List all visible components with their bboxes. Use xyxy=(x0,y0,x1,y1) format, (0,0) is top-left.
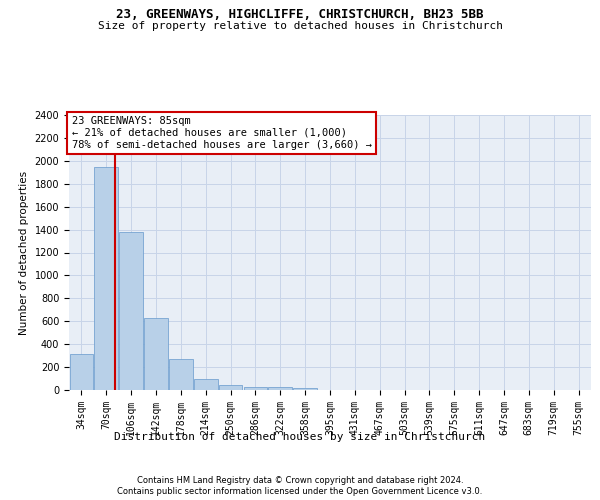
Bar xyxy=(70,354,93,390)
Text: Distribution of detached houses by size in Christchurch: Distribution of detached houses by size … xyxy=(115,432,485,442)
Bar xyxy=(268,387,292,390)
Y-axis label: Number of detached properties: Number of detached properties xyxy=(19,170,29,334)
Text: 23 GREENWAYS: 85sqm
← 21% of detached houses are smaller (1,000)
78% of semi-det: 23 GREENWAYS: 85sqm ← 21% of detached ho… xyxy=(71,116,371,150)
Bar xyxy=(169,359,193,390)
Text: Size of property relative to detached houses in Christchurch: Size of property relative to detached ho… xyxy=(97,21,503,31)
Bar xyxy=(293,388,317,390)
Text: Contains public sector information licensed under the Open Government Licence v3: Contains public sector information licen… xyxy=(118,488,482,496)
Bar xyxy=(119,232,143,390)
Bar xyxy=(219,385,242,390)
Bar xyxy=(144,318,168,390)
Text: Contains HM Land Registry data © Crown copyright and database right 2024.: Contains HM Land Registry data © Crown c… xyxy=(137,476,463,485)
Bar xyxy=(244,386,267,390)
Bar xyxy=(94,166,118,390)
Text: 23, GREENWAYS, HIGHCLIFFE, CHRISTCHURCH, BH23 5BB: 23, GREENWAYS, HIGHCLIFFE, CHRISTCHURCH,… xyxy=(116,8,484,20)
Bar xyxy=(194,379,218,390)
